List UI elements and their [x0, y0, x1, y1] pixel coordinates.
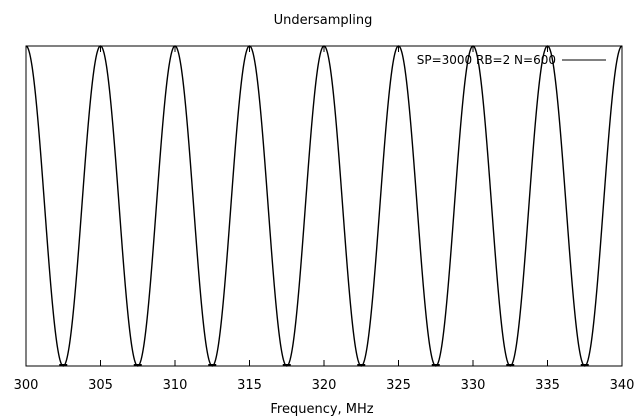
x-tick-label: 325	[386, 378, 411, 393]
plot-area	[25, 45, 623, 367]
x-tick-label: 315	[237, 378, 262, 393]
x-tick-label: 320	[312, 378, 337, 393]
x-axis-label: Frequency, MHz	[270, 402, 373, 417]
x-tick-label: 340	[610, 378, 635, 393]
legend-label: SP=3000 RB=2 N=600	[417, 53, 556, 67]
x-tick-label: 305	[88, 378, 113, 393]
plot-frame	[25, 45, 623, 367]
legend: SP=3000 RB=2 N=600	[417, 53, 606, 67]
x-axis-ticks: 300 305 310 315 320 325 330 335 340	[14, 46, 635, 393]
chart-title: Undersampling	[274, 13, 373, 28]
x-tick-label: 335	[535, 378, 560, 393]
x-tick-label: 330	[461, 378, 486, 393]
series-line	[25, 45, 623, 367]
x-tick-label: 300	[14, 378, 39, 393]
x-tick-label: 310	[163, 378, 188, 393]
